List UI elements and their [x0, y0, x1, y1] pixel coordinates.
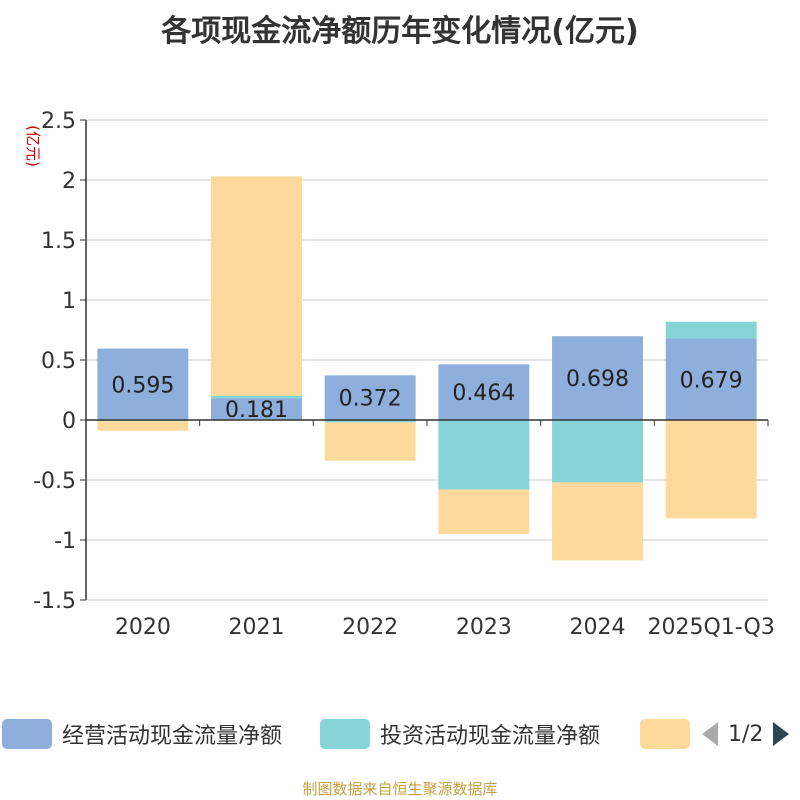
legend-item-financing[interactable] — [640, 718, 690, 750]
data-label-operating-2022: 0.372 — [339, 387, 402, 412]
y-tick-label: 2.5 — [41, 109, 76, 134]
y-tick-label: 1.5 — [41, 229, 76, 254]
bar-investing-2021 — [211, 395, 302, 399]
data-label-operating-2025Q1-Q3: 0.679 — [680, 368, 743, 393]
legend-swatch-investing — [320, 719, 370, 749]
bar-operating-2024 — [552, 336, 643, 420]
data-label-operating-2024: 0.698 — [566, 367, 629, 392]
bar-financing-2024 — [552, 482, 643, 561]
y-tick-label: 0 — [62, 409, 76, 434]
data-label-operating-2020: 0.595 — [111, 373, 174, 398]
bar-financing-2021 — [211, 176, 302, 396]
pager-page-indicator: 1/2 — [728, 721, 764, 747]
bar-investing-2023 — [438, 420, 530, 490]
x-tick-label: 2023 — [456, 615, 512, 640]
x-tick-label: 2020 — [115, 615, 171, 640]
legend-item-investing[interactable]: 投资活动现金流量净额 — [320, 718, 600, 750]
bar-investing-2024 — [552, 420, 643, 483]
axes — [80, 119, 769, 601]
bar-operating-2021 — [211, 398, 302, 420]
x-tick-label: 2021 — [229, 615, 285, 640]
legend: 经营活动现金流量净额 投资活动现金流量净额 1/2 — [0, 712, 800, 756]
legend-swatch-operating — [2, 719, 52, 749]
source-note: 制图数据来自恒生聚源数据库 — [302, 780, 498, 798]
x-tick-label: 2025Q1-Q3 — [647, 615, 774, 640]
y-tick-label: 2 — [62, 169, 76, 194]
pager-prev-icon[interactable] — [700, 720, 720, 748]
pager-next-icon[interactable] — [771, 720, 791, 748]
gridlines — [86, 119, 768, 601]
y-tick-label: -1 — [54, 529, 76, 554]
bar-financing-2022 — [324, 422, 416, 461]
labels: 2.5 2 1.5 1 0.5 0 -0.5 -1 -1.5 (亿元) 0.595 0.181 0.37… — [24, 109, 775, 640]
data-label-operating-2021: 0.181 — [225, 398, 288, 423]
bar-financing-2020 — [97, 421, 189, 431]
chart-title: 各项现金流净额历年变化情况(亿元) — [161, 14, 639, 49]
chart-area: 2.5 2 1.5 1 0.5 0 -0.5 -1 -1.5 (亿元) 0.595 0.181 0.37… — [24, 109, 775, 640]
y-tick-label: 0.5 — [41, 349, 76, 374]
x-tick-label: 2022 — [342, 615, 398, 640]
legend-label-operating: 经营活动现金流量净额 — [62, 724, 283, 749]
legend-label-investing: 投资活动现金流量净额 — [380, 724, 601, 749]
bar-operating-2022 — [324, 375, 416, 420]
y-tick-label: -0.5 — [33, 469, 76, 494]
bar-investing-2022 — [324, 420, 416, 423]
legend-swatch-financing — [640, 719, 690, 749]
x-tick-label: 2024 — [570, 615, 626, 640]
bars — [97, 176, 757, 561]
bar-financing-2023 — [438, 489, 530, 534]
y-tick-label: 1 — [62, 289, 76, 314]
bar-operating-2025Q1-Q3 — [665, 338, 757, 420]
legend-pager: 1/2 — [700, 718, 791, 750]
bar-operating-2023 — [438, 364, 530, 420]
y-axis-label: (亿元) — [24, 125, 42, 167]
bar-investing-2025Q1-Q3 — [665, 321, 757, 339]
bar-operating-2020 — [97, 348, 189, 420]
bar-financing-2025Q1-Q3 — [665, 420, 757, 519]
y-tick-label: -1.5 — [33, 589, 76, 614]
data-label-operating-2023: 0.464 — [452, 381, 515, 406]
legend-item-operating[interactable]: 经营活动现金流量净额 — [2, 718, 282, 750]
